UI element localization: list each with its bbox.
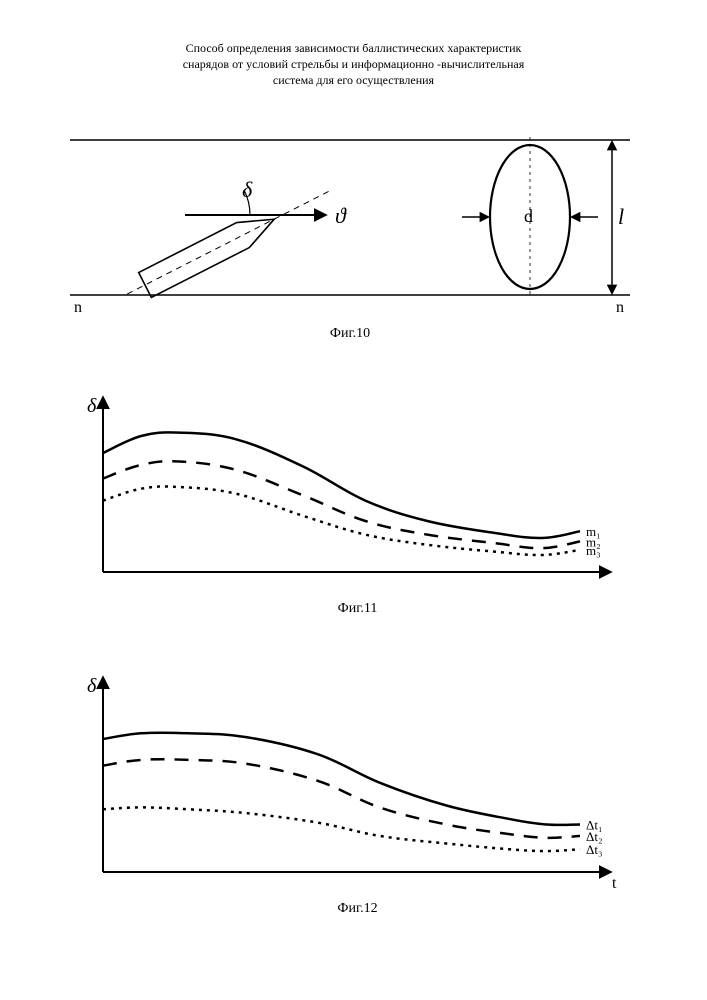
svg-text:m₃: m₃: [586, 543, 601, 558]
title-line-1: Способ определения зависимости баллистич…: [144, 40, 564, 56]
svg-text:ϑ: ϑ: [335, 203, 347, 228]
svg-text:t: t: [612, 875, 617, 890]
svg-text:δ: δ: [87, 675, 97, 697]
fig10-caption: Фиг.10: [70, 326, 630, 342]
svg-text:Δt₃: Δt₃: [586, 842, 603, 857]
svg-text:n: n: [616, 299, 624, 315]
page-title: Способ определения зависимости баллистич…: [144, 40, 564, 89]
fig12-svg: δtΔt₁Δt₂Δt₃: [85, 670, 630, 890]
fig11-caption: Фиг.11: [85, 601, 630, 617]
svg-text:d: d: [524, 206, 533, 226]
svg-text:n: n: [74, 299, 82, 315]
svg-text:δ: δ: [87, 395, 97, 417]
title-line-2: снарядов от условий стрельбы и информаци…: [144, 56, 564, 72]
svg-text:δ: δ: [242, 177, 253, 202]
figure-12: δtΔt₁Δt₂Δt₃ Фиг.12: [85, 670, 630, 917]
figure-10: n n ϑ δ d l Фиг.10: [70, 135, 630, 342]
svg-text:l: l: [618, 204, 624, 229]
title-line-3: система для его осуществления: [144, 72, 564, 88]
fig10-svg: n n ϑ δ d l: [70, 135, 630, 315]
fig11-svg: δm₁m₂m₃: [85, 390, 630, 590]
figure-11: δm₁m₂m₃ Фиг.11: [85, 390, 630, 617]
fig12-caption: Фиг.12: [85, 901, 630, 917]
